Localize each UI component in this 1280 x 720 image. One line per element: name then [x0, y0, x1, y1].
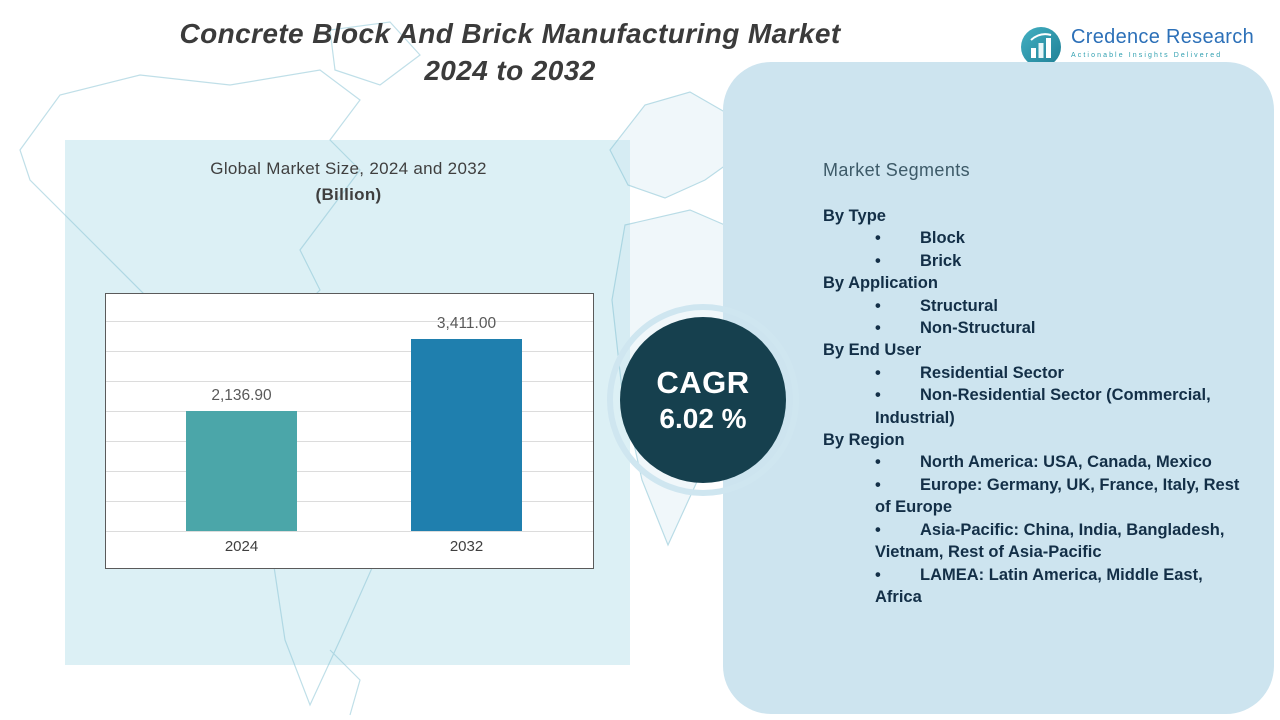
- segment-group-label: By End User: [823, 341, 922, 360]
- bullet-icon: •: [875, 453, 881, 472]
- segment-item-text: Asia-Pacific: China, India, Bangladesh, …: [875, 520, 1225, 562]
- market-segments-panel: Market Segments By Type • Block • Brick By Ap…: [723, 62, 1274, 714]
- bar-2024: [186, 411, 297, 531]
- segment-group-label: By Type: [823, 207, 886, 225]
- bullet-icon: •: [875, 475, 881, 494]
- segment-item: • Residential Sector: [823, 362, 1248, 384]
- segment-item: • Non-Structural: [823, 317, 1248, 339]
- segment-item-text: North America: USA, Canada, Mexico: [920, 453, 1212, 472]
- bullet-icon: •: [875, 319, 881, 338]
- gridline: [106, 381, 593, 382]
- segment-group-label: By Region: [823, 431, 905, 450]
- brand-tagline: Actionable Insights Delivered: [1071, 52, 1223, 59]
- title-line2: 2024 to 2032: [424, 54, 596, 86]
- cagr-badge-ring: [607, 304, 799, 496]
- segment-item-text: Non-Residential Sector (Commercial, Indu…: [875, 386, 1211, 427]
- cagr-badge: CAGR 6.02 %: [620, 317, 786, 483]
- segment-item-text: Europe: Germany, UK, France, Italy, Rest…: [875, 475, 1240, 517]
- segments-list: By Type • Block • Brick By Application • Struct…: [823, 205, 1248, 608]
- cagr-label: CAGR: [656, 365, 750, 400]
- segment-item-text: Brick: [920, 251, 962, 270]
- gridline: [106, 471, 593, 472]
- segment-item-text: Structural: [920, 296, 998, 315]
- segment-item: • Block: [823, 227, 1248, 249]
- segment-item: • Europe: Germany, UK, France, Italy, Res…: [823, 474, 1248, 519]
- segment-item: • LAMEA: Latin America, Middle East, Afri…: [823, 564, 1248, 609]
- gridline: [106, 351, 593, 352]
- bullet-icon: •: [875, 229, 881, 248]
- segment-item-text: Residential Sector: [920, 363, 1064, 382]
- brand-logo: Credence Research Actionable Insights De…: [1020, 26, 1254, 68]
- segments-heading: Market Segments: [823, 160, 971, 180]
- chart-title: Global Market Size, 2024 and 2032 (Billi…: [105, 156, 592, 209]
- segment-item: • Structural: [823, 295, 1248, 317]
- bar-value-label: 2,136.90: [211, 387, 272, 404]
- bar-chart: 2,136.90 2024 3,411.00 2032: [105, 293, 594, 569]
- bullet-icon: •: [875, 386, 881, 405]
- bullet-icon: •: [875, 296, 881, 315]
- segment-item-text: LAMEA: Latin America, Middle East, Afric…: [875, 565, 1203, 606]
- segment-item-text: Non-Structural: [920, 319, 1036, 338]
- segment-item: • North America: USA, Canada, Mexico: [823, 451, 1248, 473]
- segment-group-label: By Application: [823, 274, 938, 293]
- gridline: [106, 411, 593, 412]
- gridline: [106, 321, 593, 322]
- bullet-icon: •: [875, 520, 881, 539]
- logo-icon: [1021, 27, 1062, 67]
- axis-category-label: 2032: [449, 538, 484, 555]
- bullet-icon: •: [875, 565, 881, 584]
- segment-item-text: Block: [920, 229, 965, 248]
- brand-name: Credence Research: [1071, 26, 1254, 48]
- bullet-icon: •: [875, 363, 881, 382]
- chart-title-line1: Global Market Size, 2024 and 2032: [210, 159, 487, 178]
- segment-item: • Non-Residential Sector (Commercial, Ind…: [823, 384, 1248, 429]
- segment-item: • Brick: [823, 250, 1248, 272]
- gridline: [106, 531, 593, 532]
- axis-category-label: 2024: [224, 538, 259, 555]
- gridline: [106, 441, 593, 442]
- chart-title-unit: (Billion): [315, 185, 382, 205]
- cagr-value: 6.02 %: [659, 403, 747, 434]
- page-title: Concrete Block And Brick Manufacturing M…: [120, 16, 900, 90]
- title-line1: Concrete Block And Brick Manufacturing M…: [179, 18, 841, 49]
- segment-item: • Asia-Pacific: China, India, Bangladesh,…: [823, 519, 1248, 564]
- gridline: [106, 501, 593, 502]
- bar-chart-plot: 2,136.90 2024 3,411.00 2032: [106, 294, 593, 568]
- bar-value-label: 3,411.00: [436, 315, 497, 332]
- bar-2032: [411, 339, 522, 531]
- bullet-icon: •: [875, 251, 881, 270]
